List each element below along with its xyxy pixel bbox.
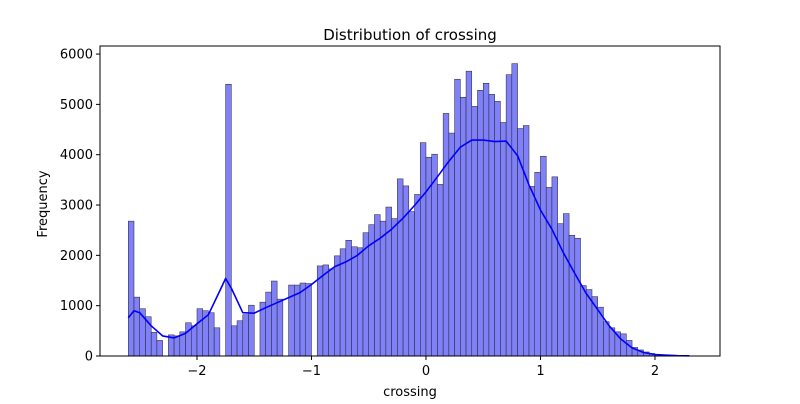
y-tick-label: 6000 [60,48,93,63]
bar [363,233,369,356]
bar [392,219,398,356]
bar [157,340,163,356]
y-axis-label: Frequency [36,170,51,237]
bar [546,187,552,356]
y-tick-label: 2000 [60,249,93,264]
bar [500,122,506,356]
bar [449,133,455,356]
bar [174,336,180,356]
bar [403,186,409,356]
bar [495,101,501,356]
bar [506,75,512,356]
x-tick-label: 1 [536,364,544,379]
bar [581,286,587,356]
bar [237,321,243,356]
x-tick-label: −2 [187,364,206,379]
bar [231,326,237,356]
bar [415,194,421,356]
chart-title: Distribution of crossing [323,26,497,44]
bar [455,79,461,356]
bar [357,248,363,356]
bar [489,94,495,356]
bar [266,292,272,356]
bar [569,235,575,356]
bar [306,284,312,356]
bar [128,221,134,356]
y-tick-label: 4000 [60,148,93,163]
bar [575,238,581,356]
bar [397,179,403,356]
bar [300,283,306,356]
y-tick-label: 0 [85,350,93,365]
bar [294,285,300,356]
bar [540,156,546,356]
bar [329,269,335,356]
y-tick-label: 5000 [60,98,93,113]
bar [420,143,426,356]
bar [226,84,232,356]
bar [208,313,214,356]
bar [621,334,627,356]
y-tick-label: 3000 [60,199,93,214]
bar [460,97,466,356]
bar [443,113,449,356]
bar [552,177,558,356]
bar [529,186,535,356]
bar [523,126,529,356]
x-tick-label: −1 [302,364,321,379]
bar [346,240,352,356]
x-tick-label: 2 [651,364,659,379]
bar [134,297,140,356]
x-tick-label: 0 [422,364,430,379]
bar [334,256,340,356]
bar [191,326,197,356]
bar [243,315,249,356]
bar [352,247,358,356]
bar [472,106,478,356]
bar [563,214,569,356]
y-tick-label: 1000 [60,299,93,314]
bar [512,64,518,356]
x-axis-label: crossing [383,385,437,400]
bar [409,212,415,356]
bar [466,71,472,356]
bar [374,215,380,356]
bar [437,184,443,356]
bar [483,83,489,356]
bar [380,221,386,356]
bar [603,322,609,356]
bar [271,281,277,356]
bar [477,90,483,356]
bar [151,332,157,356]
bar [186,323,192,356]
bar [197,309,203,356]
bar [277,299,283,356]
bar [214,328,220,356]
bar [323,265,329,356]
